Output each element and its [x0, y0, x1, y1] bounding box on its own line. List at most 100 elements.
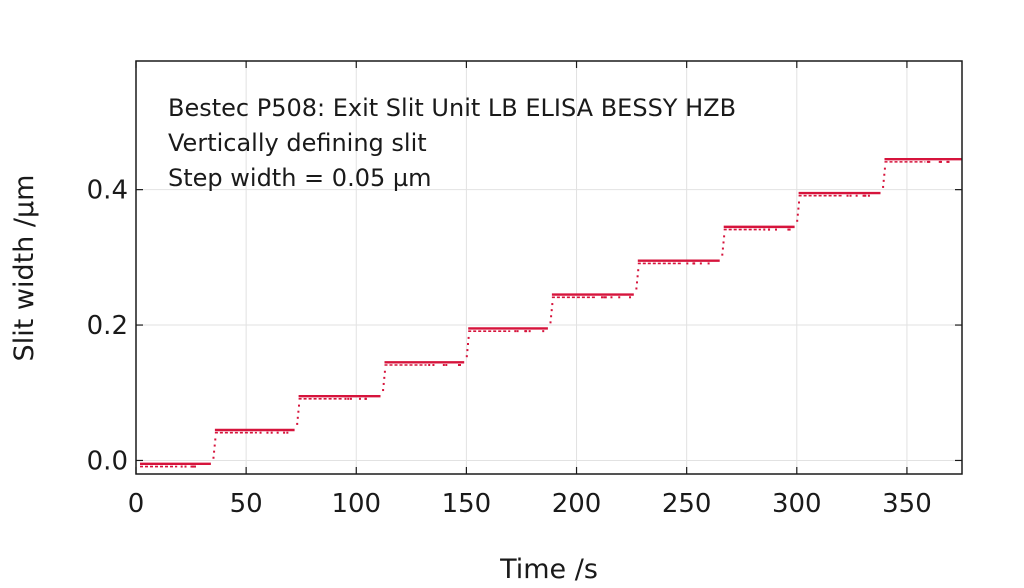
- transition-point: [382, 382, 385, 385]
- data-point: [192, 465, 195, 468]
- data-points: [140, 157, 962, 468]
- data-point: [270, 431, 273, 434]
- data-point: [864, 194, 867, 197]
- annotations: Bestec P508: Exit Slit Unit LB ELISA BES…: [168, 94, 736, 192]
- data-point: [601, 296, 604, 299]
- transition-point: [213, 444, 216, 447]
- transition-point: [296, 422, 299, 425]
- data-point: [699, 262, 702, 265]
- data-point: [457, 363, 460, 366]
- data-point: [867, 194, 870, 197]
- transition-point: [297, 404, 300, 407]
- x-tick-label: 0: [128, 489, 145, 519]
- transition-point: [466, 343, 469, 346]
- grid-lines: [136, 61, 962, 474]
- data-point: [767, 228, 770, 231]
- x-tick-label: 200: [552, 489, 602, 519]
- data-point: [349, 397, 352, 400]
- data-point: [926, 160, 929, 163]
- transition-point: [796, 219, 799, 222]
- transition-point: [383, 370, 386, 373]
- data-point: [432, 363, 435, 366]
- transition-point: [466, 349, 469, 352]
- transition-point: [797, 201, 800, 204]
- x-tick-label: 100: [331, 489, 381, 519]
- x-tick-label: 150: [442, 489, 492, 519]
- data-point: [193, 465, 196, 468]
- transition-point: [721, 253, 724, 256]
- data-point: [686, 262, 689, 265]
- transition-point: [549, 321, 552, 324]
- data-point: [528, 330, 531, 333]
- data-point: [516, 330, 519, 333]
- data-point: [763, 228, 766, 231]
- data-point: [787, 228, 790, 231]
- data-point: [940, 160, 943, 163]
- data-point: [774, 228, 777, 231]
- data-point: [788, 228, 791, 231]
- data-point: [928, 160, 931, 163]
- data-point: [693, 262, 696, 265]
- data-point: [862, 194, 865, 197]
- y-axis-title: Slit width /µm: [9, 175, 40, 362]
- data-point: [459, 363, 462, 366]
- data-point: [707, 262, 710, 265]
- data-point: [428, 363, 431, 366]
- data-point: [603, 296, 606, 299]
- data-point: [442, 363, 445, 366]
- transition-point: [796, 213, 799, 216]
- transition-point: [296, 416, 299, 419]
- transition-point: [882, 179, 885, 182]
- data-point: [358, 397, 361, 400]
- data-point: [180, 465, 183, 468]
- data-point: [514, 330, 517, 333]
- data-point: [283, 431, 286, 434]
- transition-point: [550, 309, 553, 312]
- data-point: [445, 363, 448, 366]
- transition-point: [465, 355, 468, 358]
- data-point: [524, 330, 527, 333]
- transition-point: [721, 247, 724, 250]
- transition-point: [550, 315, 553, 318]
- transition-point: [797, 207, 800, 210]
- transition-point: [214, 438, 217, 441]
- transition-point: [723, 235, 726, 238]
- transition-point: [635, 287, 638, 290]
- transition-point: [467, 336, 470, 339]
- transition-point: [637, 269, 640, 272]
- x-tick-label: 250: [662, 489, 712, 519]
- data-point: [266, 431, 269, 434]
- data-point: [947, 160, 950, 163]
- data-point: [938, 160, 941, 163]
- data-point: [604, 296, 607, 299]
- data-point: [276, 431, 279, 434]
- transition-point: [722, 241, 725, 244]
- data-point: [849, 194, 852, 197]
- transition-point: [636, 281, 639, 284]
- transition-point: [383, 376, 386, 379]
- transition-point: [882, 185, 885, 188]
- x-axis-title: Time /s: [499, 554, 598, 585]
- data-point: [946, 160, 949, 163]
- y-tick-label: 0.0: [87, 446, 128, 476]
- x-tick-label: 300: [772, 489, 822, 519]
- data-point: [846, 194, 849, 197]
- y-tick-label: 0.2: [87, 311, 128, 341]
- transition-point: [883, 167, 886, 170]
- transition-point: [382, 389, 385, 392]
- x-tick-label: 350: [882, 489, 932, 519]
- plot-frame: [135, 60, 963, 475]
- transition-point: [297, 410, 300, 413]
- data-point: [347, 397, 350, 400]
- transition-point: [636, 275, 639, 278]
- data-point: [855, 194, 858, 197]
- annotation-line-2: Vertically defining slit: [168, 129, 427, 157]
- data-point: [610, 296, 613, 299]
- data-point: [259, 431, 262, 434]
- data-point: [286, 431, 289, 434]
- data-point: [542, 330, 545, 333]
- transition-point: [551, 303, 554, 306]
- annotation-line-3: Step width = 0.05 µm: [168, 164, 432, 192]
